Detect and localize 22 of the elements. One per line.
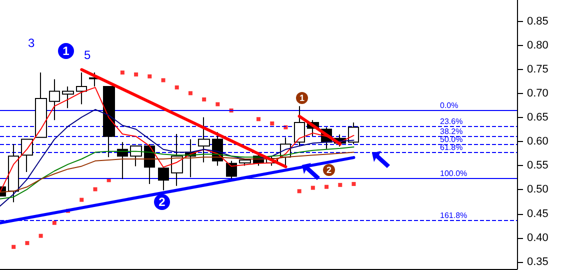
y-tick-label: 0.60: [527, 136, 548, 148]
y-tick-label: 0.35: [527, 256, 548, 268]
annotation: 1: [58, 43, 74, 59]
y-tick-label: 0.50: [527, 184, 548, 196]
annotation: 2: [323, 164, 335, 176]
annotation: 38.2%: [440, 127, 463, 136]
annotation: 5: [84, 48, 91, 62]
annotation: 2: [154, 194, 170, 210]
annotation: 100.0%: [440, 169, 468, 178]
y-tick-label: 0.45: [527, 208, 548, 220]
annotation: 0.0%: [440, 101, 458, 110]
annotation: 3: [28, 36, 35, 50]
y-tick-label: 0.65: [527, 112, 548, 124]
y-tick-label: 0.70: [527, 88, 548, 100]
y-tick-label: 0.75: [527, 64, 548, 76]
y-tick-label: 0.85: [527, 16, 548, 28]
annotation: 161.8%: [440, 211, 468, 220]
y-tick-label: 0.40: [527, 232, 548, 244]
y-tick-label: 0.80: [527, 40, 548, 52]
annotation: 23.6%: [440, 117, 463, 126]
annotation: 1: [296, 92, 308, 104]
y-tick-label: 0.55: [527, 160, 548, 172]
